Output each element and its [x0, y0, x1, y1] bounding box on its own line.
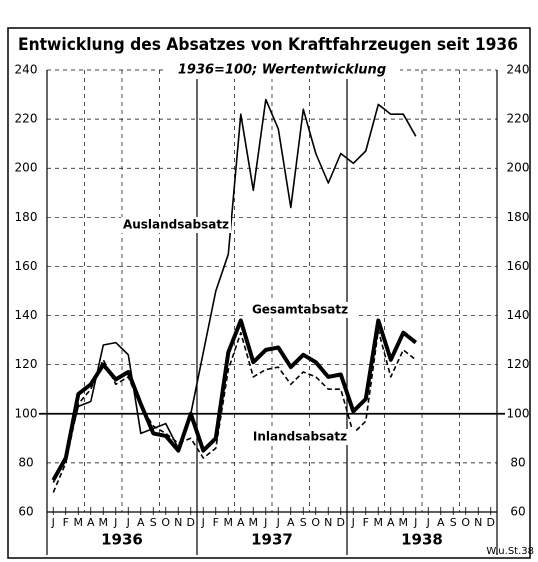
x-tick-label: M	[99, 516, 109, 529]
x-tick-label: F	[213, 516, 219, 529]
y-tick-label: 240	[15, 63, 38, 77]
x-tick-label: F	[363, 516, 369, 529]
y2-tick-label: 200	[507, 161, 530, 175]
x-tick-label: J	[126, 516, 130, 529]
series-line	[51, 318, 418, 482]
x-tick-label: A	[237, 516, 245, 529]
x-tick-label: N	[174, 516, 182, 529]
x-tick-label: N	[324, 516, 332, 529]
x-tick-label: J	[426, 516, 430, 529]
source: W.u.St.38	[486, 546, 534, 557]
x-tick-label: D	[187, 516, 195, 529]
subtitle-bg	[165, 61, 400, 79]
y2-tick-label: 80	[510, 455, 525, 469]
y-tick-label: 80	[18, 455, 33, 469]
year-label: 1937	[251, 531, 293, 549]
x-tick-label: D	[487, 516, 495, 529]
y2-tick-label: 120	[507, 357, 530, 371]
x-tick-label: A	[137, 516, 145, 529]
y-tick-label: 160	[15, 259, 38, 273]
y-tick-label: 180	[15, 210, 38, 224]
x-tick-label: O	[161, 516, 170, 529]
x-tick-label: M	[249, 516, 259, 529]
x-tick-label: A	[437, 516, 445, 529]
y-tick-label: 60	[18, 505, 33, 519]
x-tick-label: S	[150, 516, 157, 529]
label-bg	[121, 217, 231, 233]
x-tick-label: J	[113, 516, 117, 529]
x-tick-label: A	[387, 516, 395, 529]
y2-tick-label: 140	[507, 308, 530, 322]
y-tick-label: 220	[15, 112, 38, 126]
x-tick-label: J	[276, 516, 280, 529]
series-label: Inlandsabsatz	[253, 430, 347, 444]
y2-tick-label: 100	[507, 406, 530, 420]
x-tick-label: J	[351, 516, 355, 529]
frame	[7, 27, 531, 559]
y2-tick-label: 180	[507, 210, 530, 224]
x-tick-label: J	[413, 516, 417, 529]
series-label: Gesamtabsatz	[252, 303, 348, 317]
x-tick-label: S	[450, 516, 457, 529]
x-tick-label: D	[337, 516, 345, 529]
y2-tick-label: 160	[507, 259, 530, 273]
year-label: 1936	[101, 531, 143, 549]
series-line	[52, 329, 417, 493]
x-tick-label: A	[287, 516, 295, 529]
x-tick-label: O	[311, 516, 320, 529]
x-tick-label: J	[201, 516, 205, 529]
y2-tick-label: 240	[507, 63, 530, 77]
y-tick-label: 140	[15, 308, 38, 322]
series-label: Auslandsabsatz	[123, 218, 229, 232]
x-tick-label: M	[224, 516, 234, 529]
x-tick-label: S	[300, 516, 307, 529]
x-tick-label: M	[374, 516, 384, 529]
y-tick-label: 200	[15, 161, 38, 175]
chart-title: Entwicklung des Absatzes von Kraftfahrze…	[18, 35, 518, 55]
x-tick-label: A	[87, 516, 95, 529]
x-tick-label: M	[399, 516, 409, 529]
x-tick-label: J	[263, 516, 267, 529]
y-tick-label: 120	[15, 357, 38, 371]
x-tick-label: O	[461, 516, 470, 529]
subtitle: 1936=100; Wertentwicklung	[178, 63, 386, 78]
label-bg	[245, 302, 355, 318]
label-bg	[245, 429, 355, 445]
series-line	[52, 98, 417, 483]
year-label: 1938	[401, 531, 443, 549]
y2-tick-label: 220	[507, 112, 530, 126]
x-tick-label: F	[63, 516, 69, 529]
y2-tick-label: 60	[510, 505, 525, 519]
y-tick-label: 100	[15, 406, 38, 420]
x-tick-label: J	[51, 516, 55, 529]
x-tick-label: M	[74, 516, 84, 529]
x-tick-label: N	[474, 516, 482, 529]
